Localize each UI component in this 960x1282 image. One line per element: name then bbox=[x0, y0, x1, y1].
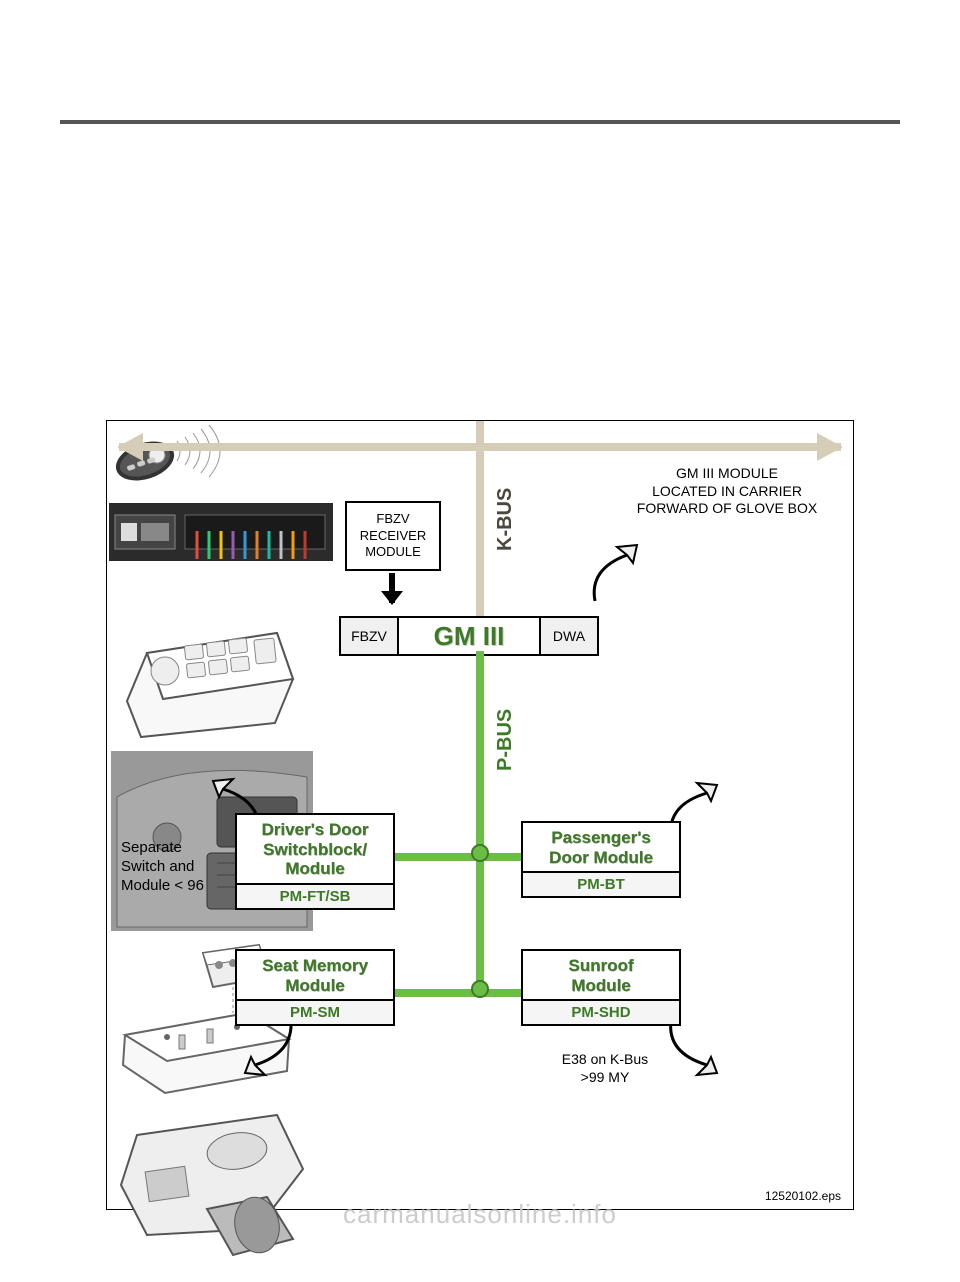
sunroof-module-illustration bbox=[107, 1099, 315, 1277]
arrow-to-gm-illustration-icon bbox=[587, 549, 637, 614]
kbus-label: K-BUS bbox=[494, 488, 517, 551]
gm-location-note: GM III MODULE LOCATED IN CARRIER FORWARD… bbox=[607, 465, 847, 518]
watermark: carmanualsonline.info bbox=[343, 1199, 617, 1230]
switchblock-illustration bbox=[107, 563, 307, 747]
module-sub: PM-FT/SB bbox=[237, 883, 393, 908]
module-sub: PM-BT bbox=[523, 871, 679, 896]
fbzv-text: FBZV RECEIVER MODULE bbox=[360, 511, 426, 562]
seat-memory-module-box: Seat Memory Module PM-SM bbox=[235, 949, 395, 1026]
module-title: Driver's Door Switchblock/ Module bbox=[241, 820, 389, 879]
e38-note: E38 on K-Bus >99 MY bbox=[535, 1051, 675, 1086]
pbus-node-icon bbox=[471, 844, 489, 862]
pbus-vertical-line bbox=[476, 651, 484, 995]
module-sub: PM-SHD bbox=[523, 999, 679, 1024]
fbzv-receiver-box: FBZV RECEIVER MODULE bbox=[345, 501, 441, 571]
kbus-vertical-line bbox=[476, 421, 484, 616]
fbzv-down-arrow-icon bbox=[389, 573, 395, 603]
gm-cell-dwa: DWA bbox=[539, 616, 599, 656]
switch-note: Separate Switch and Module < 96 bbox=[121, 839, 231, 895]
sunroof-module-box: Sunroof Module PM-SHD bbox=[521, 949, 681, 1026]
pbus-label: P-BUS bbox=[494, 709, 517, 771]
gm-module-row: FBZV GM III DWA bbox=[339, 616, 599, 656]
passenger-door-module-box: Passenger's Door Module PM-BT bbox=[521, 821, 681, 898]
diagram-frame: K-BUS FBZV RECEIVER MODULE FBZV GM III D… bbox=[106, 420, 854, 1210]
figure-filename: 12520102.eps bbox=[765, 1189, 841, 1203]
gm-cell-fbzv: FBZV bbox=[339, 616, 399, 656]
gm-cell-center: GM III bbox=[399, 616, 539, 656]
module-title: Sunroof Module bbox=[527, 956, 675, 995]
driver-door-module-box: Driver's Door Switchblock/ Module PM-FT/… bbox=[235, 813, 395, 910]
header-rule bbox=[60, 120, 900, 124]
module-title: Passenger's Door Module bbox=[527, 828, 675, 867]
module-sub: PM-SM bbox=[237, 999, 393, 1024]
gm-connector-illustration bbox=[107, 501, 335, 563]
module-title: Seat Memory Module bbox=[241, 956, 389, 995]
pbus-node-icon bbox=[471, 980, 489, 998]
